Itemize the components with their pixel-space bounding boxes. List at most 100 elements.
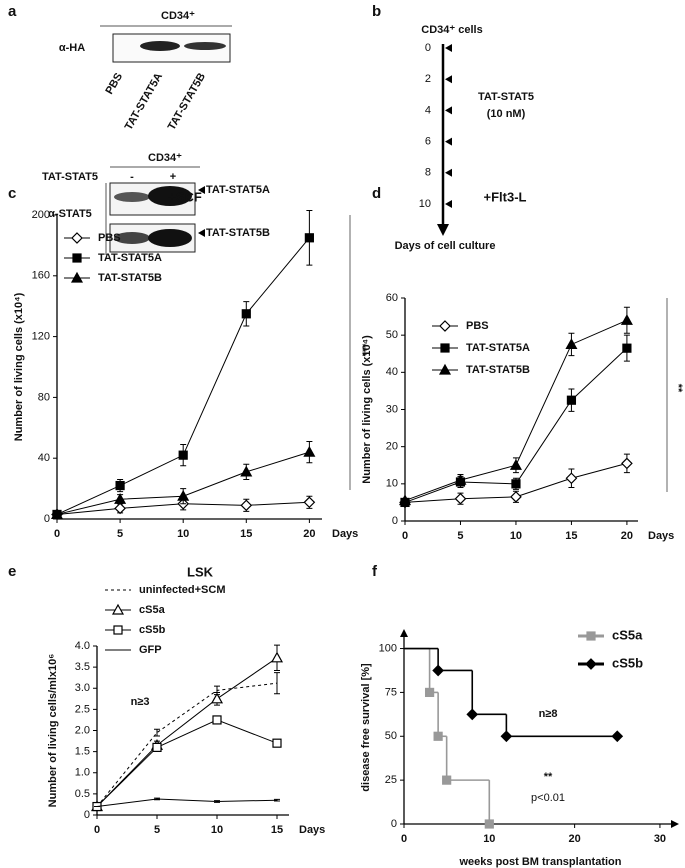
y-tick-label: 80: [38, 391, 50, 403]
marker: [424, 687, 435, 698]
day-label: 0: [425, 42, 431, 54]
marker: [114, 493, 127, 504]
series-line: [96, 682, 278, 807]
y-axis-label: disease free survival [%]: [360, 663, 372, 792]
y-tick-label: 75: [385, 686, 397, 698]
y-tick-label: 1.5: [75, 746, 90, 758]
marker: [152, 742, 162, 753]
marker: [114, 502, 126, 515]
arrowhead: [437, 224, 449, 236]
legend-label: cS5b: [139, 624, 166, 636]
y-tick-label: 0: [84, 809, 90, 821]
antibody-label: α-STAT5: [48, 208, 92, 220]
legend-label: TAT-STAT5A: [98, 252, 162, 264]
panel-label: b: [372, 3, 381, 20]
series-line: [96, 798, 278, 808]
y-tick-label: 10: [386, 478, 398, 490]
marker: [454, 492, 467, 505]
blot-header: CD34⁺: [148, 152, 182, 164]
lane-label: PBS: [103, 71, 125, 97]
band-label: TAT-STAT5B: [206, 227, 270, 239]
y-tick-label: 200: [32, 209, 50, 221]
annotation: **: [544, 771, 553, 783]
treatment-arrow: [445, 44, 452, 52]
legend-label: cS5a: [612, 627, 643, 642]
y-tick-label: 2.0: [75, 724, 90, 736]
annotation: p<0.01: [531, 792, 565, 804]
y-tick-label: 160: [32, 270, 50, 282]
marker: [510, 490, 522, 503]
band: [148, 229, 192, 247]
x-axis-label: Days: [648, 530, 674, 542]
error-bar: [154, 728, 160, 737]
series-line: [96, 719, 278, 807]
y-tick-label: 1.0: [75, 767, 90, 779]
panel-label: c: [8, 185, 16, 202]
x-tick-label: 10: [211, 824, 223, 836]
band: [140, 41, 180, 51]
legend-label: PBS: [98, 232, 121, 244]
marker: [272, 738, 282, 748]
marker: [484, 819, 494, 829]
x-tick-label: 20: [569, 833, 581, 845]
error-bar: [214, 800, 220, 803]
y-tick-label: 0: [44, 513, 50, 525]
antibody-label: α-HA: [59, 42, 85, 54]
y-axis-label: Number of living cells/mlx10⁶: [47, 654, 59, 808]
x-tick-label: 5: [117, 528, 123, 540]
treatment-arrow: [445, 106, 452, 115]
chart-title: LSK: [187, 564, 214, 579]
y-tick-label: 3.0: [75, 682, 90, 694]
marker: [454, 473, 467, 485]
timeline-title: CD34⁺ cells: [421, 24, 482, 36]
marker: [621, 457, 633, 470]
y-tick-label: 50: [386, 329, 398, 341]
y-tick-label: 60: [386, 292, 398, 304]
day-label: 8: [425, 167, 431, 179]
legend-marker: [111, 603, 125, 615]
x-tick-label: 0: [94, 824, 100, 836]
marker: [509, 459, 522, 470]
marker: [115, 480, 125, 491]
y-tick-label: 3.5: [75, 661, 90, 673]
band: [114, 192, 150, 202]
marker: [398, 494, 412, 506]
series-line: [56, 237, 310, 515]
x-tick-label: 15: [271, 824, 283, 836]
x-tick-label: 30: [654, 833, 666, 845]
y-tick-label: 40: [386, 366, 398, 378]
x-tick-label: 10: [483, 833, 495, 845]
marker: [240, 465, 253, 477]
panel-label: e: [8, 563, 16, 580]
legend-label: uninfected+SCM: [139, 584, 225, 596]
timeline-days: 0 2 4 6 8 10: [419, 42, 452, 210]
treatment-label: TAT-STAT5: [42, 171, 98, 183]
marker: [565, 338, 578, 350]
y-tick-label: 20: [386, 441, 398, 453]
legend-marker: [71, 232, 83, 244]
lane-label: TAT-STAT5B: [166, 71, 208, 132]
treatment-arrow: [445, 137, 452, 146]
x-tick-label: 5: [457, 530, 463, 542]
marker: [303, 496, 316, 509]
day-label: 6: [425, 136, 431, 148]
error-bar: [274, 672, 280, 695]
legend-marker: [70, 271, 84, 283]
treatment-state: -: [130, 171, 134, 183]
legend-marker: [72, 253, 82, 263]
marker: [500, 730, 513, 743]
x-tick-label: 10: [177, 528, 189, 540]
y-tick-label: 30: [386, 403, 398, 415]
marker: [241, 309, 251, 319]
marker: [433, 731, 443, 741]
x-tick-label: 20: [303, 528, 315, 540]
marker: [511, 479, 521, 489]
arrowhead: [198, 229, 205, 237]
x-tick-label: 15: [240, 528, 252, 540]
timeline-axis-label: Days of cell culture: [395, 240, 496, 252]
error-bar: [154, 797, 160, 801]
marker: [50, 508, 64, 520]
marker: [466, 708, 479, 721]
legend-marker: [440, 343, 450, 353]
